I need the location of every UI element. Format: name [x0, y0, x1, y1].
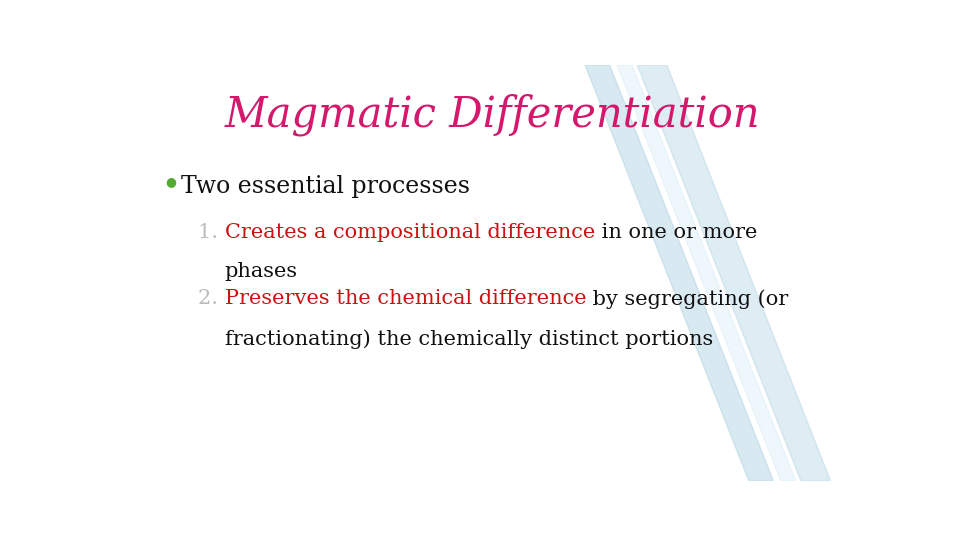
Text: by segregating (or: by segregating (or: [587, 289, 788, 309]
Text: Two essential processes: Two essential processes: [181, 175, 470, 198]
Text: 1.: 1.: [198, 223, 225, 242]
Polygon shape: [617, 65, 796, 481]
Polygon shape: [637, 65, 830, 481]
Text: Creates a compositional difference: Creates a compositional difference: [225, 223, 595, 242]
Text: phases: phases: [225, 262, 298, 281]
Text: in one or more: in one or more: [595, 223, 757, 242]
Text: 2.: 2.: [198, 289, 225, 308]
Text: fractionating) the chemically distinct portions: fractionating) the chemically distinct p…: [225, 329, 713, 348]
Polygon shape: [585, 65, 773, 481]
Text: ●: ●: [165, 175, 176, 188]
Text: Magmatic Differentiation: Magmatic Differentiation: [225, 94, 759, 137]
Text: Preserves the chemical difference: Preserves the chemical difference: [225, 289, 587, 308]
